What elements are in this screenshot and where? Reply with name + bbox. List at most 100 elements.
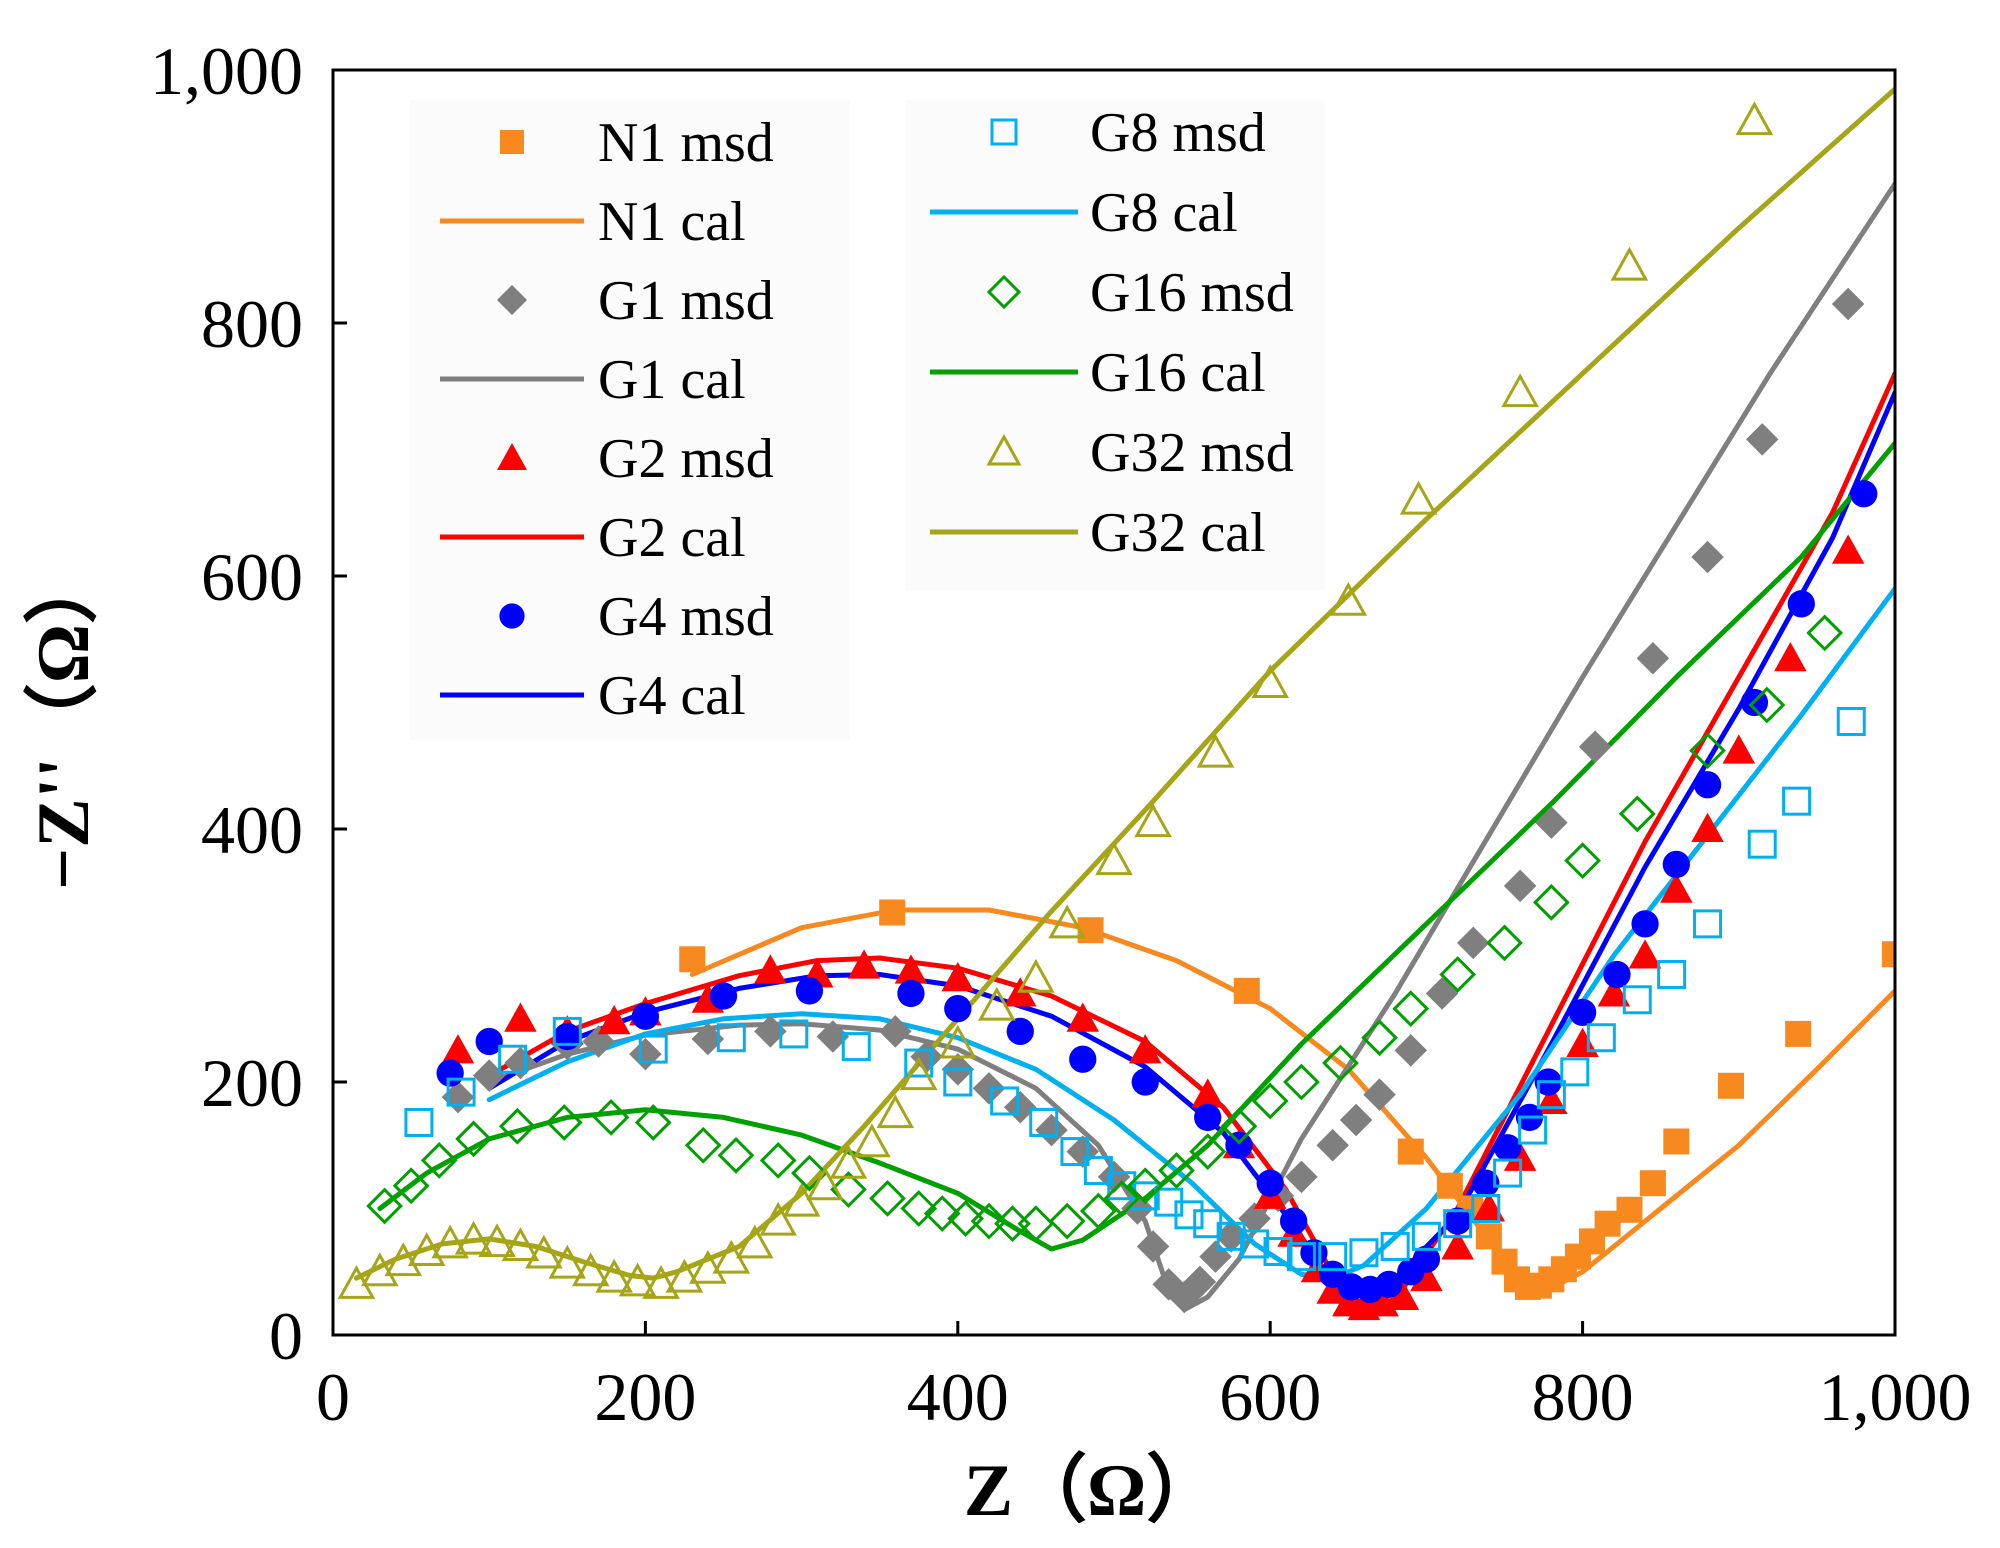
data-point-g4-msd-22 bbox=[1443, 1207, 1472, 1235]
data-point-g4-msd-19 bbox=[1375, 1270, 1403, 1299]
data-point-g32-msd-13 bbox=[642, 1265, 680, 1299]
legend-label-g32-msd: G32 msd bbox=[1090, 422, 1294, 484]
data-point-g8-msd-13 bbox=[1083, 1156, 1113, 1186]
legend-label-g32-cal: G32 cal bbox=[1090, 502, 1266, 564]
data-point-g16-msd-28 bbox=[1283, 1063, 1320, 1101]
data-point-g8-msd-38 bbox=[1782, 786, 1812, 816]
series-markers-n1-msd bbox=[679, 899, 1895, 1300]
data-point-g16-msd-30 bbox=[1361, 1019, 1398, 1057]
x-tick-label-0: 0 bbox=[316, 1359, 350, 1435]
data-point-g1-msd-8 bbox=[816, 1020, 850, 1053]
data-point-g16-msd-2 bbox=[420, 1142, 458, 1179]
data-point-g4-msd-6 bbox=[897, 979, 925, 1008]
legend-label-g16-msd: G16 msd bbox=[1090, 262, 1294, 324]
data-point-g16-msd-9 bbox=[717, 1136, 755, 1174]
data-point-g4-msd-30 bbox=[1662, 850, 1690, 879]
legend-swatch-g16-msd bbox=[986, 274, 1022, 310]
data-point-g2-msd-34 bbox=[1722, 734, 1756, 764]
data-point-g16-msd-14 bbox=[900, 1190, 938, 1227]
data-point-g1-msd-32 bbox=[1457, 926, 1490, 960]
data-point-g32-msd-17 bbox=[735, 1224, 774, 1259]
data-point-g32-msd-20 bbox=[806, 1166, 844, 1201]
data-point-g8-msd-0 bbox=[404, 1107, 434, 1137]
data-point-g16-msd-17 bbox=[970, 1202, 1008, 1240]
x-tick-label-3: 600 bbox=[1219, 1359, 1321, 1435]
data-point-g8-msd-9 bbox=[943, 1067, 973, 1097]
data-point-g8-msd-21 bbox=[1263, 1237, 1293, 1267]
data-point-g8-msd-31 bbox=[1536, 1080, 1566, 1110]
data-point-g16-msd-21 bbox=[1080, 1192, 1117, 1230]
legend-swatch-g1-msd bbox=[497, 285, 527, 315]
data-point-g32-msd-25 bbox=[939, 1024, 977, 1059]
data-point-g32-msd-7 bbox=[501, 1227, 540, 1261]
data-point-g1-msd-1 bbox=[472, 1059, 506, 1092]
data-point-g8-msd-37 bbox=[1747, 829, 1777, 859]
data-point-g32-msd-23 bbox=[876, 1094, 915, 1129]
data-point-g4-msd-13 bbox=[1256, 1169, 1284, 1197]
legend-entry-g2-cal: G2 cal bbox=[440, 507, 746, 569]
data-point-g32-msd-31 bbox=[1196, 733, 1235, 768]
data-point-g4-msd-14 bbox=[1279, 1207, 1308, 1235]
data-point-g16-msd-4 bbox=[498, 1107, 536, 1145]
data-point-g8-msd-25 bbox=[1380, 1231, 1410, 1261]
data-point-g2-msd-32 bbox=[1660, 873, 1693, 903]
data-point-g1-msd-6 bbox=[691, 1022, 725, 1056]
data-point-g16-msd-27 bbox=[1251, 1082, 1289, 1120]
data-point-g16-msd-34 bbox=[1532, 883, 1570, 921]
legend-entry-g32-cal: G32 cal bbox=[930, 502, 1266, 564]
legend-entry-g16-msd: G16 msd bbox=[986, 262, 1294, 324]
y-tick-label-1: 200 bbox=[201, 1045, 303, 1121]
legend-swatch-n1-msd bbox=[500, 130, 524, 154]
x-axis-title: Z（Ω） bbox=[964, 1450, 1221, 1532]
data-point-g32-msd-18 bbox=[759, 1201, 797, 1236]
legend-entry-g4-msd: G4 msd bbox=[499, 586, 774, 648]
data-point-g32-msd-21 bbox=[829, 1144, 868, 1179]
legend-label-g4-cal: G4 cal bbox=[598, 665, 746, 727]
data-point-g32-msd-37 bbox=[1735, 101, 1774, 136]
data-point-g4-msd-34 bbox=[1850, 480, 1878, 508]
data-point-g16-msd-29 bbox=[1322, 1044, 1359, 1082]
data-point-g8-msd-3 bbox=[552, 1016, 582, 1046]
data-point-g4-msd-3 bbox=[631, 1002, 660, 1030]
series-line-g8-cal bbox=[486, 586, 1895, 1281]
data-point-g16-msd-26 bbox=[1220, 1107, 1258, 1145]
data-point-g1-msd-29 bbox=[1363, 1078, 1396, 1111]
data-point-g1-msd-38 bbox=[1745, 423, 1779, 456]
axes: 0 200 400 600 800 1,000 0 200 400 600 800 1,000 bbox=[150, 33, 1972, 1435]
data-point-g2-msd-9 bbox=[894, 954, 928, 984]
data-point-g4-msd-21 bbox=[1412, 1245, 1441, 1273]
legend-label-g1-cal: G1 cal bbox=[598, 349, 746, 411]
data-point-g32-msd-4 bbox=[431, 1224, 469, 1259]
x-tick-label-5: 1,000 bbox=[1819, 1359, 1972, 1435]
data-point-g16-msd-0 bbox=[366, 1187, 403, 1225]
data-point-g2-msd-12 bbox=[1066, 1002, 1100, 1032]
data-point-g1-msd-28 bbox=[1339, 1103, 1373, 1137]
data-point-g32-msd-24 bbox=[899, 1056, 938, 1091]
data-point-g2-msd-0 bbox=[441, 1034, 475, 1064]
data-point-g1-msd-18 bbox=[1136, 1230, 1170, 1263]
data-point-g32-msd-32 bbox=[1251, 664, 1289, 699]
data-point-g2-msd-10 bbox=[941, 962, 975, 992]
data-point-g1-msd-15 bbox=[1066, 1135, 1100, 1168]
x-tick-label-2: 400 bbox=[907, 1359, 1009, 1435]
data-point-g16-msd-16 bbox=[947, 1200, 984, 1237]
data-point-g8-msd-23 bbox=[1318, 1242, 1348, 1272]
series-line-g2-cal bbox=[486, 371, 1895, 1310]
data-point-g1-msd-35 bbox=[1578, 730, 1612, 764]
data-point-g8-msd-2 bbox=[498, 1044, 528, 1074]
y-tick-label-5: 1,000 bbox=[150, 33, 303, 109]
data-point-n1-msd-0 bbox=[679, 946, 706, 973]
data-point-g8-msd-30 bbox=[1518, 1115, 1548, 1145]
data-point-n1-msd-5 bbox=[1436, 1172, 1463, 1199]
data-point-g2-msd-6 bbox=[754, 954, 787, 984]
data-point-g8-msd-20 bbox=[1240, 1229, 1270, 1259]
series-line-g4-cal bbox=[486, 390, 1895, 1297]
data-point-g2-msd-8 bbox=[847, 949, 881, 979]
data-point-g16-msd-24 bbox=[1158, 1152, 1195, 1189]
data-point-g8-msd-27 bbox=[1443, 1209, 1473, 1239]
legend-label-n1-cal: N1 cal bbox=[598, 191, 746, 253]
data-point-g4-msd-31 bbox=[1693, 771, 1722, 799]
data-point-g2-msd-31 bbox=[1628, 939, 1662, 969]
data-point-g16-msd-35 bbox=[1564, 842, 1601, 879]
data-point-g4-msd-7 bbox=[944, 994, 972, 1023]
